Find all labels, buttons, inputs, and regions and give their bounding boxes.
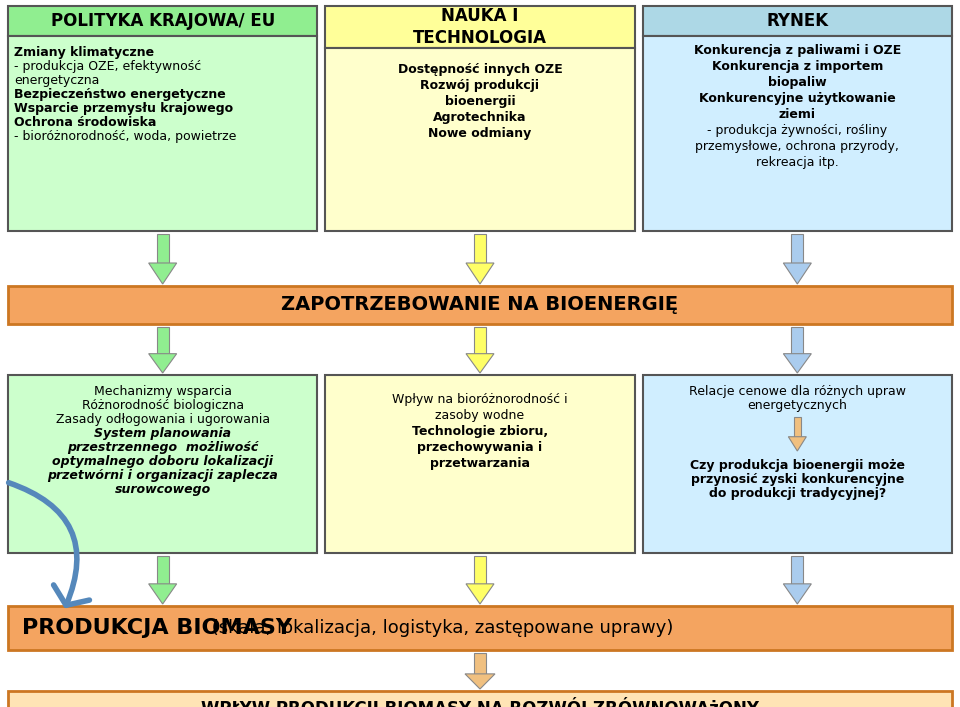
Text: bioenergii: bioenergii: [444, 95, 516, 108]
Polygon shape: [466, 354, 494, 373]
Text: ZAPOTRZEBOWANIE NA BIOENERGIĘ: ZAPOTRZEBOWANIE NA BIOENERGIĘ: [281, 296, 679, 315]
Text: Konkurencja z importem: Konkurencja z importem: [711, 60, 883, 73]
Text: przynosić zyski konkurencyjne: przynosić zyski konkurencyjne: [690, 473, 904, 486]
Text: Ochrona środowiska: Ochrona środowiska: [14, 116, 156, 129]
Polygon shape: [466, 584, 494, 604]
Bar: [642, 375, 952, 553]
Text: Technologie zbioru,: Technologie zbioru,: [412, 425, 548, 438]
Text: przetwórni i organizacji zaplecza: przetwórni i organizacji zaplecza: [47, 469, 278, 482]
Text: (skala, lokalizacja, logistyka, zastępowane uprawy): (skala, lokalizacja, logistyka, zastępow…: [205, 619, 673, 637]
Text: Mechanizmy wsparcia: Mechanizmy wsparcia: [94, 385, 231, 398]
Polygon shape: [149, 584, 177, 604]
Polygon shape: [783, 584, 811, 604]
Bar: [8, 6, 318, 36]
Text: biopaliw: biopaliw: [768, 76, 827, 89]
Text: NAUKA I
TECHNOLOGIA: NAUKA I TECHNOLOGIA: [413, 7, 547, 47]
Text: Różnorodność biologiczna: Różnorodność biologiczna: [82, 399, 244, 412]
Bar: [791, 234, 804, 263]
Polygon shape: [149, 263, 177, 284]
Text: Dostępność innych OZE: Dostępność innych OZE: [397, 63, 563, 76]
Text: zasoby wodne: zasoby wodne: [436, 409, 524, 422]
Text: Relacje cenowe dla różnych upraw: Relacje cenowe dla różnych upraw: [689, 385, 906, 398]
Text: Zmiany klimatyczne: Zmiany klimatyczne: [14, 46, 155, 59]
Bar: [474, 327, 486, 354]
Bar: [473, 653, 487, 674]
Bar: [325, 375, 635, 553]
Text: RYNEK: RYNEK: [766, 12, 828, 30]
Text: przechowywania i: przechowywania i: [418, 441, 542, 454]
Text: surowcowego: surowcowego: [114, 483, 211, 496]
Polygon shape: [149, 354, 177, 373]
Text: Wsparcie przemysłu krajowego: Wsparcie przemysłu krajowego: [14, 102, 233, 115]
Bar: [325, 6, 635, 48]
Text: Wpływ na bioróżnorodność i: Wpływ na bioróżnorodność i: [393, 393, 567, 406]
Polygon shape: [783, 354, 811, 373]
Text: WPŁYW PRODUKCJI BIOMASY NA ROZWÓJ ZRÓWNOWAżONY: WPŁYW PRODUKCJI BIOMASY NA ROZWÓJ ZRÓWNO…: [201, 698, 759, 707]
Text: Rozwój produkcji: Rozwój produkcji: [420, 79, 540, 92]
Polygon shape: [465, 674, 495, 689]
Text: rekreacja itp.: rekreacja itp.: [756, 156, 839, 169]
Text: przetwarzania: przetwarzania: [430, 457, 530, 470]
Bar: [791, 556, 804, 584]
Text: przemysłowe, ochrona przyrody,: przemysłowe, ochrona przyrody,: [695, 140, 900, 153]
Text: przestrzennego  możliwość: przestrzennego możliwość: [67, 441, 258, 454]
Text: Bezpieczeństwo energetyczne: Bezpieczeństwo energetyczne: [14, 88, 226, 101]
Bar: [156, 327, 169, 354]
Bar: [8, 36, 318, 231]
Text: - produkcja OZE, efektywność: - produkcja OZE, efektywność: [14, 60, 202, 73]
Text: System planowania: System planowania: [94, 427, 231, 440]
Text: Zasady odłogowania i ugorowania: Zasady odłogowania i ugorowania: [56, 413, 270, 426]
Bar: [8, 286, 952, 324]
Text: POLITYKA KRAJOWA/ EU: POLITYKA KRAJOWA/ EU: [51, 12, 275, 30]
Bar: [156, 556, 169, 584]
Bar: [8, 606, 952, 650]
Polygon shape: [466, 263, 494, 284]
Bar: [156, 234, 169, 263]
Text: Konkurencyjne użytkowanie: Konkurencyjne użytkowanie: [699, 92, 896, 105]
Bar: [791, 327, 804, 354]
Text: do produkcji tradycyjnej?: do produkcji tradycyjnej?: [708, 487, 886, 500]
Text: Nowe odmiany: Nowe odmiany: [428, 127, 532, 140]
Bar: [474, 234, 486, 263]
Text: optymalnego doboru lokalizacji: optymalnego doboru lokalizacji: [52, 455, 274, 468]
Bar: [325, 48, 635, 231]
Bar: [8, 375, 318, 553]
Text: - bioróżnorodność, woda, powietrze: - bioróżnorodność, woda, powietrze: [14, 130, 236, 143]
Bar: [8, 691, 952, 707]
Text: PRODUKCJA BIOMASY: PRODUKCJA BIOMASY: [22, 618, 292, 638]
Text: ziemi: ziemi: [779, 108, 816, 121]
Text: - produkcja żywności, rośliny: - produkcja żywności, rośliny: [708, 124, 887, 137]
Bar: [474, 556, 486, 584]
Bar: [794, 417, 801, 437]
Text: Agrotechnika: Agrotechnika: [433, 111, 527, 124]
Bar: [642, 6, 952, 36]
Text: Konkurencja z paliwami i OZE: Konkurencja z paliwami i OZE: [694, 44, 900, 57]
Text: energetyczna: energetyczna: [14, 74, 100, 87]
Bar: [642, 36, 952, 231]
Text: Czy produkcja bioenergii może: Czy produkcja bioenergii może: [690, 459, 905, 472]
Text: energetycznych: energetycznych: [748, 399, 848, 412]
Polygon shape: [783, 263, 811, 284]
Polygon shape: [788, 437, 806, 451]
FancyArrowPatch shape: [9, 483, 89, 605]
